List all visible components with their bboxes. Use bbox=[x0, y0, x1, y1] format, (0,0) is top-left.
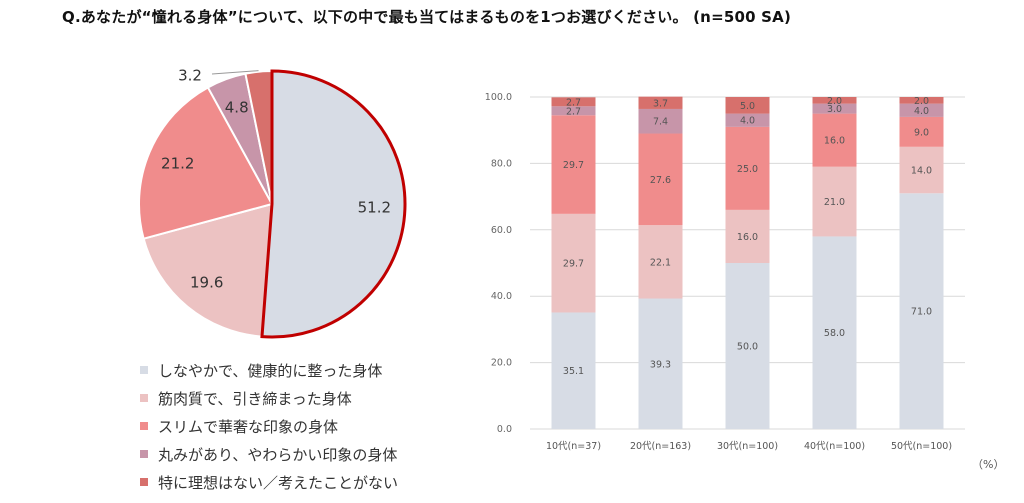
bar-segment bbox=[638, 298, 683, 429]
x-category-label: 40代(n=100) bbox=[804, 441, 865, 452]
bar-segment bbox=[812, 103, 857, 114]
pie-data-label: 21.2 bbox=[161, 154, 194, 172]
y-tick-label: 100.0 bbox=[485, 92, 512, 103]
bar-data-label: 39.3 bbox=[650, 359, 671, 370]
bar-data-label: 2.7 bbox=[566, 97, 581, 108]
pie-highlight-outline bbox=[260, 69, 407, 339]
bar-segment bbox=[725, 263, 770, 429]
x-category-label: 10代(n=37) bbox=[546, 441, 601, 452]
unit-label: （%） bbox=[972, 458, 1005, 471]
legend-label: 特に理想はない／考えたことがない bbox=[158, 473, 399, 492]
pie-slice bbox=[138, 86, 274, 240]
question-title: Q.あなたが“憧れる身体”について、以下の中で最も当てはまるものを1つお選びくだ… bbox=[62, 8, 792, 26]
bar-data-label: 4.0 bbox=[740, 116, 755, 127]
bar-segment bbox=[812, 113, 857, 167]
bar-data-label: 50.0 bbox=[737, 342, 758, 353]
bar-segment bbox=[551, 115, 596, 214]
bar-segment bbox=[551, 97, 596, 107]
bar-data-label: 27.6 bbox=[650, 175, 671, 186]
legend-label: しなやかで、健康的に整った身体 bbox=[158, 361, 383, 380]
bar-segment bbox=[812, 166, 857, 237]
x-category-label: 50代(n=100) bbox=[891, 441, 952, 452]
legend-item: 丸みがあり、やわらかい印象の身体 bbox=[140, 440, 398, 468]
y-tick-label: 60.0 bbox=[491, 225, 512, 236]
bar-data-label: 2.0 bbox=[914, 96, 929, 107]
bar-data-label: 4.0 bbox=[914, 106, 929, 117]
y-tick-label: 80.0 bbox=[491, 158, 512, 169]
pie-data-label: 51.2 bbox=[358, 198, 391, 216]
bar-segment bbox=[812, 97, 857, 104]
bar-data-label: 3.0 bbox=[827, 104, 842, 115]
bar-data-label: 7.4 bbox=[653, 117, 668, 128]
bar-data-label: 29.7 bbox=[563, 160, 584, 171]
legend-label: スリムで華奢な印象の身体 bbox=[158, 417, 339, 436]
bar-segment bbox=[899, 97, 944, 104]
bar-data-label: 3.7 bbox=[653, 98, 668, 109]
bar-data-label: 35.1 bbox=[563, 366, 584, 377]
bar-data-label: 22.1 bbox=[650, 257, 671, 268]
pie-slice bbox=[142, 202, 274, 338]
bar-segment bbox=[725, 113, 770, 127]
bar-segment bbox=[725, 209, 770, 263]
bar-segment bbox=[638, 225, 683, 299]
bar-segment bbox=[725, 97, 770, 114]
bar-segment bbox=[638, 108, 683, 134]
legend: しなやかで、健康的に整った身体 筋肉質で、引き締まった身体 スリムで華奢な印象の身体… bbox=[140, 356, 398, 496]
bar-data-label: 5.0 bbox=[740, 101, 755, 112]
bar-segment bbox=[551, 312, 596, 429]
x-category-label: 30代(n=100) bbox=[717, 441, 778, 452]
x-category-label: 20代(n=163) bbox=[630, 441, 691, 452]
bar-segment bbox=[551, 213, 596, 313]
bar-data-label: 2.0 bbox=[827, 96, 842, 107]
bar-segment bbox=[638, 133, 683, 226]
bar-data-label: 9.0 bbox=[914, 127, 929, 138]
bar-data-label: 14.0 bbox=[911, 166, 932, 177]
y-tick-label: 0.0 bbox=[497, 424, 512, 435]
bar-segment bbox=[899, 103, 944, 117]
bar-data-label: 16.0 bbox=[737, 232, 758, 243]
legend-label: 丸みがあり、やわらかい印象の身体 bbox=[158, 445, 398, 464]
bar-data-label: 58.0 bbox=[824, 328, 845, 339]
legend-swatch bbox=[140, 478, 148, 486]
bar-segment bbox=[551, 106, 596, 116]
legend-item: 筋肉質で、引き締まった身体 bbox=[140, 384, 398, 412]
y-tick-label: 40.0 bbox=[491, 291, 512, 302]
bar-segment bbox=[725, 126, 770, 210]
pie-data-label: 4.8 bbox=[225, 98, 249, 116]
bar-segment bbox=[899, 116, 944, 147]
bar-segment bbox=[812, 236, 857, 429]
pie-data-label: 19.6 bbox=[190, 273, 223, 291]
bar-data-label: 29.7 bbox=[563, 259, 584, 270]
bar-data-label: 2.7 bbox=[566, 106, 581, 117]
legend-item: 特に理想はない／考えたことがない bbox=[140, 468, 398, 496]
bar-data-label: 16.0 bbox=[824, 136, 845, 147]
legend-item: スリムで華奢な印象の身体 bbox=[140, 412, 398, 440]
y-tick-label: 20.0 bbox=[491, 358, 512, 369]
bar-segment bbox=[899, 146, 944, 194]
legend-item: しなやかで、健康的に整った身体 bbox=[140, 356, 398, 384]
bar-segment bbox=[638, 96, 683, 109]
legend-swatch bbox=[140, 366, 148, 374]
pie-data-label: 3.2 bbox=[178, 67, 202, 85]
pie-leader-line bbox=[211, 70, 259, 75]
legend-swatch bbox=[140, 394, 148, 402]
bar-data-label: 71.0 bbox=[911, 307, 932, 318]
bar-data-label: 25.0 bbox=[737, 164, 758, 175]
bar-segment bbox=[899, 193, 944, 429]
legend-swatch bbox=[140, 422, 148, 430]
stacked-bar-chart: 0.020.040.060.080.0100.035.129.729.72.72… bbox=[485, 92, 965, 452]
legend-swatch bbox=[140, 450, 148, 458]
legend-label: 筋肉質で、引き締まった身体 bbox=[158, 389, 352, 408]
bar-data-label: 21.0 bbox=[824, 197, 845, 208]
pie-chart: 51.2 19.6 21.2 4.8 3.2 bbox=[138, 67, 407, 339]
